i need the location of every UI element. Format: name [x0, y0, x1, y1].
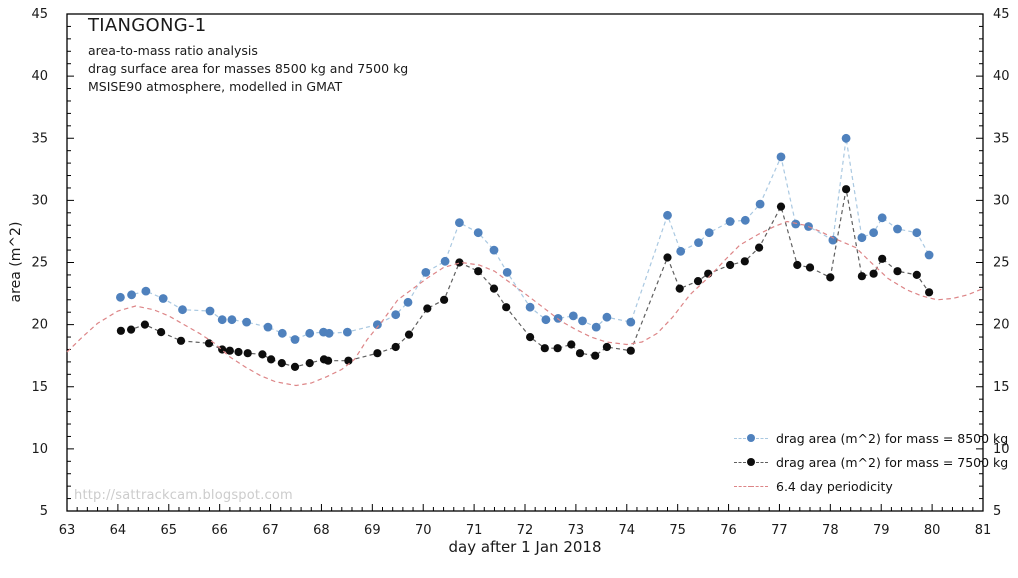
legend-label-mass-8500: drag area (m^2) for mass = 8500 kg — [776, 430, 1009, 446]
svg-text:40: 40 — [993, 69, 1010, 84]
svg-text:10: 10 — [31, 442, 48, 457]
y-axis-label: area (m^2) — [8, 222, 24, 303]
x-axis-label: day after 1 Jan 2018 — [449, 538, 602, 556]
svg-text:78: 78 — [822, 523, 839, 538]
svg-text:45: 45 — [31, 7, 48, 22]
watermark-url: http://sattrackcam.blogspot.com — [74, 488, 293, 503]
svg-text:68: 68 — [313, 523, 330, 538]
chart-subtitle-3: MSISE90 atmosphere, modelled in GMAT — [88, 79, 343, 94]
svg-text:73: 73 — [568, 523, 585, 538]
svg-text:25: 25 — [993, 256, 1010, 271]
svg-text:81: 81 — [975, 523, 992, 538]
svg-text:15: 15 — [31, 380, 48, 395]
legend-item-mass-8500: drag area (m^2) for mass = 8500 kg — [733, 426, 1008, 450]
svg-text:35: 35 — [31, 131, 48, 146]
svg-text:30: 30 — [31, 193, 48, 208]
svg-text:79: 79 — [873, 523, 890, 538]
svg-text:64: 64 — [110, 523, 127, 538]
series-1 — [116, 185, 934, 371]
svg-text:70: 70 — [415, 523, 432, 538]
svg-text:67: 67 — [262, 523, 279, 538]
legend-label-periodicity: 6.4 day periodicity — [776, 478, 893, 494]
legend: drag area (m^2) for mass = 8500 kg drag … — [733, 426, 1008, 498]
legend-item-mass-7500: drag area (m^2) for mass = 7500 kg — [733, 450, 1008, 474]
tick-labels: 63 64 65 66 67 68 69 70 71 72 73 74 75 76 77 78 79 80 815 5… — [31, 7, 1009, 538]
legend-marker-black — [733, 458, 769, 466]
svg-text:40: 40 — [31, 69, 48, 84]
svg-text:69: 69 — [364, 523, 381, 538]
legend-label-mass-7500: drag area (m^2) for mass = 7500 kg — [776, 454, 1009, 470]
svg-text:5: 5 — [40, 504, 48, 519]
chart-subtitle-2: drag surface area for masses 8500 kg and… — [88, 61, 409, 76]
svg-text:66: 66 — [211, 523, 228, 538]
svg-text:72: 72 — [517, 523, 534, 538]
svg-text:30: 30 — [993, 193, 1010, 208]
svg-text:77: 77 — [771, 523, 788, 538]
legend-marker-red — [733, 485, 769, 487]
svg-text:63: 63 — [59, 523, 76, 538]
legend-marker-blue — [733, 434, 769, 442]
svg-text:75: 75 — [669, 523, 686, 538]
svg-text:71: 71 — [466, 523, 483, 538]
chart-title: TIANGONG-1 — [88, 15, 207, 36]
svg-text:35: 35 — [993, 131, 1010, 146]
svg-text:10: 10 — [993, 442, 1010, 457]
series-0 — [116, 133, 934, 344]
svg-text:20: 20 — [993, 318, 1010, 333]
svg-text:74: 74 — [619, 523, 636, 538]
svg-text:80: 80 — [924, 523, 941, 538]
series-2 — [66, 220, 984, 387]
svg-text:20: 20 — [31, 318, 48, 333]
svg-text:25: 25 — [31, 256, 48, 271]
svg-text:15: 15 — [993, 380, 1010, 395]
title-block: TIANGONG-1 area-to-mass ratio analysis d… — [88, 15, 408, 96]
svg-text:45: 45 — [993, 7, 1010, 22]
svg-text:65: 65 — [161, 523, 178, 538]
chart-subtitle-1: area-to-mass ratio analysis — [88, 43, 258, 58]
plot-axes-and-series: 63 64 65 66 67 68 69 70 71 72 73 74 75 76 77 78 79 80 815 5… — [31, 7, 1009, 538]
legend-item-periodicity: 6.4 day periodicity — [733, 474, 1008, 498]
svg-text:5: 5 — [993, 504, 1001, 519]
svg-text:76: 76 — [720, 523, 737, 538]
